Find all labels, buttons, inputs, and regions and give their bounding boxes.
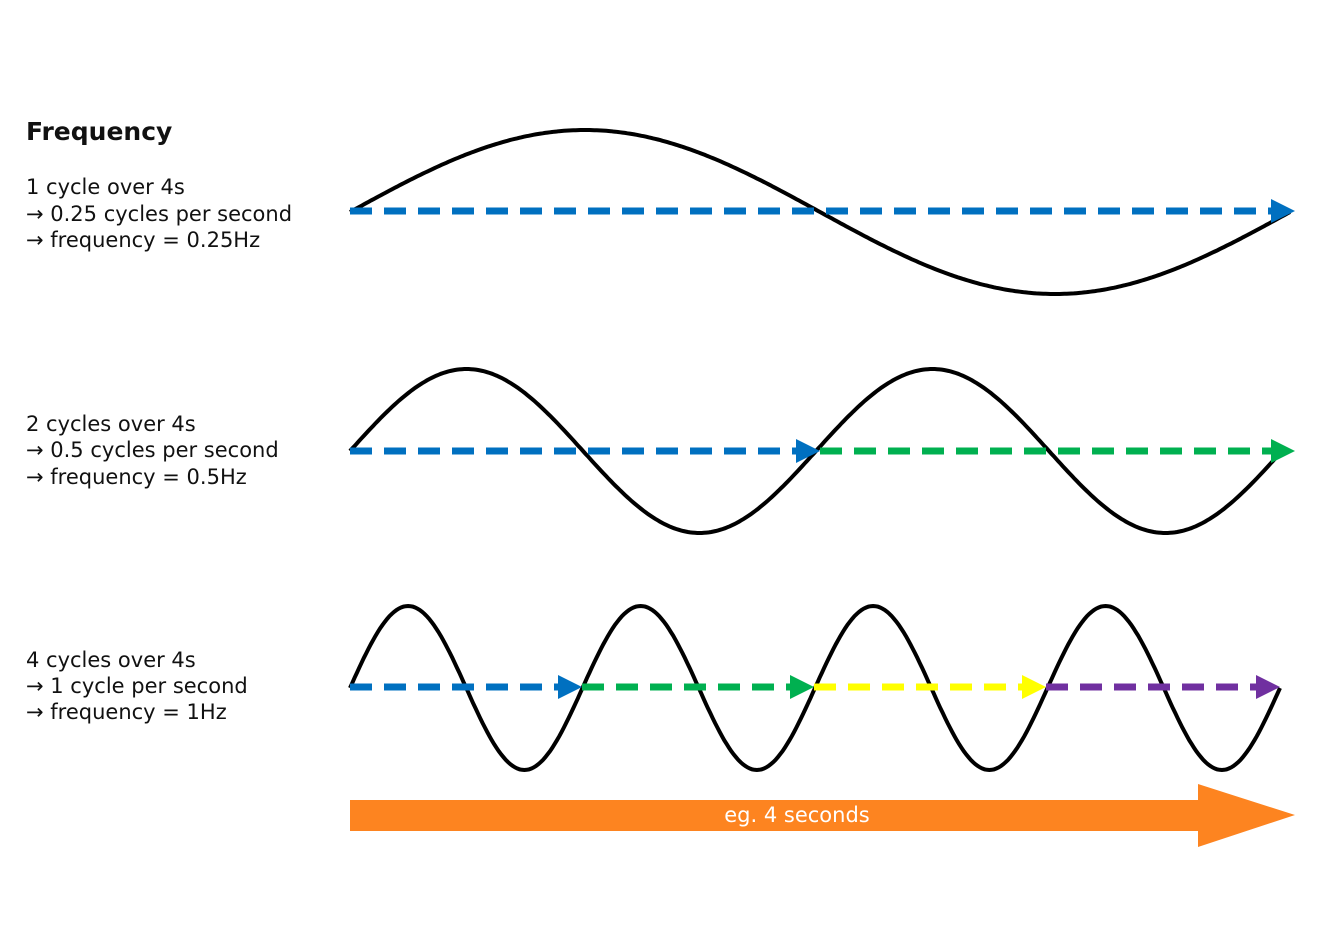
arrow-head [1022,675,1046,699]
row-text: → frequency = 0.25Hz [26,228,260,252]
row-text: → 0.25 cycles per second [26,202,292,226]
title: Frequency [26,117,172,146]
timeline-head [1198,784,1295,847]
row-text: 4 cycles over 4s [26,648,196,672]
row-text: → 0.5 cycles per second [26,438,279,462]
arrow-head [1256,675,1280,699]
arrows [350,199,1295,699]
arrow-head [796,439,820,463]
arrow-head [790,675,814,699]
arrow-head [1271,439,1295,463]
row-text: → frequency = 1Hz [26,700,227,724]
arrow-head [1271,199,1295,223]
timeline-label: eg. 4 seconds [724,803,869,827]
timeline-bar [350,800,1200,831]
wave [349,128,1291,296]
row-text: 2 cycles over 4s [26,412,196,436]
row-text: → frequency = 0.5Hz [26,465,247,489]
row-text: 1 cycle over 4s [26,175,185,199]
arrow-head [558,675,582,699]
row-text: → 1 cycle per second [26,674,248,698]
